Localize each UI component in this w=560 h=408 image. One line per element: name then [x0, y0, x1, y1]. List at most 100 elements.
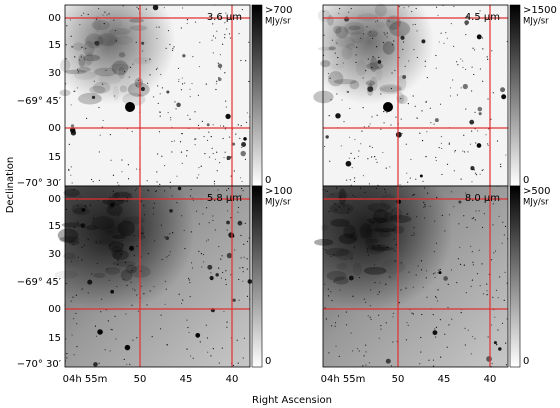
star [210, 355, 212, 357]
star [183, 229, 185, 231]
star [146, 304, 148, 306]
star [181, 7, 184, 9]
star [246, 112, 248, 114]
star [124, 344, 131, 351]
star [497, 329, 499, 331]
star [444, 333, 446, 335]
cloud [120, 269, 133, 282]
star [374, 156, 376, 158]
star [239, 267, 241, 269]
star [196, 177, 198, 179]
cloud [121, 216, 145, 225]
star [367, 158, 369, 160]
star [371, 146, 373, 149]
star [360, 37, 362, 39]
star [367, 315, 369, 317]
star [195, 138, 197, 140]
star [215, 273, 219, 277]
star [470, 245, 472, 247]
star [117, 182, 119, 184]
star [400, 289, 402, 291]
star [106, 14, 108, 16]
star [191, 82, 193, 85]
star [416, 216, 418, 218]
star [112, 174, 115, 176]
star [147, 82, 149, 84]
star [416, 56, 418, 59]
star [398, 6, 400, 8]
star [354, 177, 356, 179]
star [81, 46, 83, 48]
star [505, 364, 507, 366]
star [334, 325, 336, 327]
star [407, 181, 409, 183]
star [372, 222, 374, 224]
star [415, 178, 417, 180]
star [73, 90, 75, 92]
star [475, 142, 477, 144]
star [481, 37, 484, 39]
star [347, 91, 349, 93]
star [472, 47, 474, 49]
star [362, 77, 364, 79]
cloud [98, 74, 122, 85]
star [424, 65, 426, 67]
star [447, 306, 449, 309]
star [462, 60, 464, 62]
star [160, 73, 162, 76]
star [390, 365, 393, 367]
star [136, 188, 138, 190]
star [501, 322, 504, 324]
star [240, 59, 242, 62]
star [107, 320, 109, 322]
star [70, 35, 72, 37]
star [164, 236, 166, 238]
star [420, 269, 423, 271]
star [77, 71, 80, 73]
star [436, 297, 438, 299]
star [453, 45, 455, 47]
star [158, 26, 160, 28]
star [180, 132, 183, 135]
star [151, 336, 153, 338]
star [80, 56, 82, 58]
star [89, 204, 92, 206]
star [210, 272, 212, 274]
star [172, 232, 174, 234]
cloud [369, 56, 378, 73]
star [378, 244, 380, 247]
star [380, 128, 382, 130]
star [222, 125, 225, 127]
star [95, 18, 98, 20]
nebula [323, 5, 508, 186]
cloud [63, 188, 80, 197]
star [237, 362, 239, 364]
colorbar-min: 0 [265, 175, 271, 186]
star [76, 346, 78, 348]
star [188, 279, 190, 281]
cloud [343, 224, 356, 239]
star [435, 242, 437, 244]
star [446, 346, 448, 348]
star [368, 183, 370, 185]
star [412, 24, 414, 26]
star [163, 7, 165, 9]
star [475, 174, 478, 176]
star [206, 337, 209, 339]
star [435, 326, 438, 328]
star [177, 186, 182, 191]
star [194, 144, 196, 146]
star [355, 61, 357, 64]
star [72, 244, 75, 246]
star [240, 194, 242, 196]
panel-frame [322, 185, 509, 368]
star [344, 16, 350, 22]
star [492, 296, 494, 298]
star [505, 342, 507, 344]
star [114, 29, 116, 32]
star [199, 341, 201, 343]
star [126, 197, 129, 199]
star [433, 123, 435, 125]
star [503, 234, 505, 236]
star [248, 237, 250, 239]
